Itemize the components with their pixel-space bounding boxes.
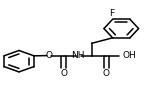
Text: OH: OH [122, 51, 136, 60]
Text: NH: NH [72, 51, 85, 60]
Text: O: O [103, 69, 110, 78]
Text: O: O [45, 51, 52, 60]
Text: O: O [60, 69, 67, 78]
Text: F: F [109, 9, 114, 18]
